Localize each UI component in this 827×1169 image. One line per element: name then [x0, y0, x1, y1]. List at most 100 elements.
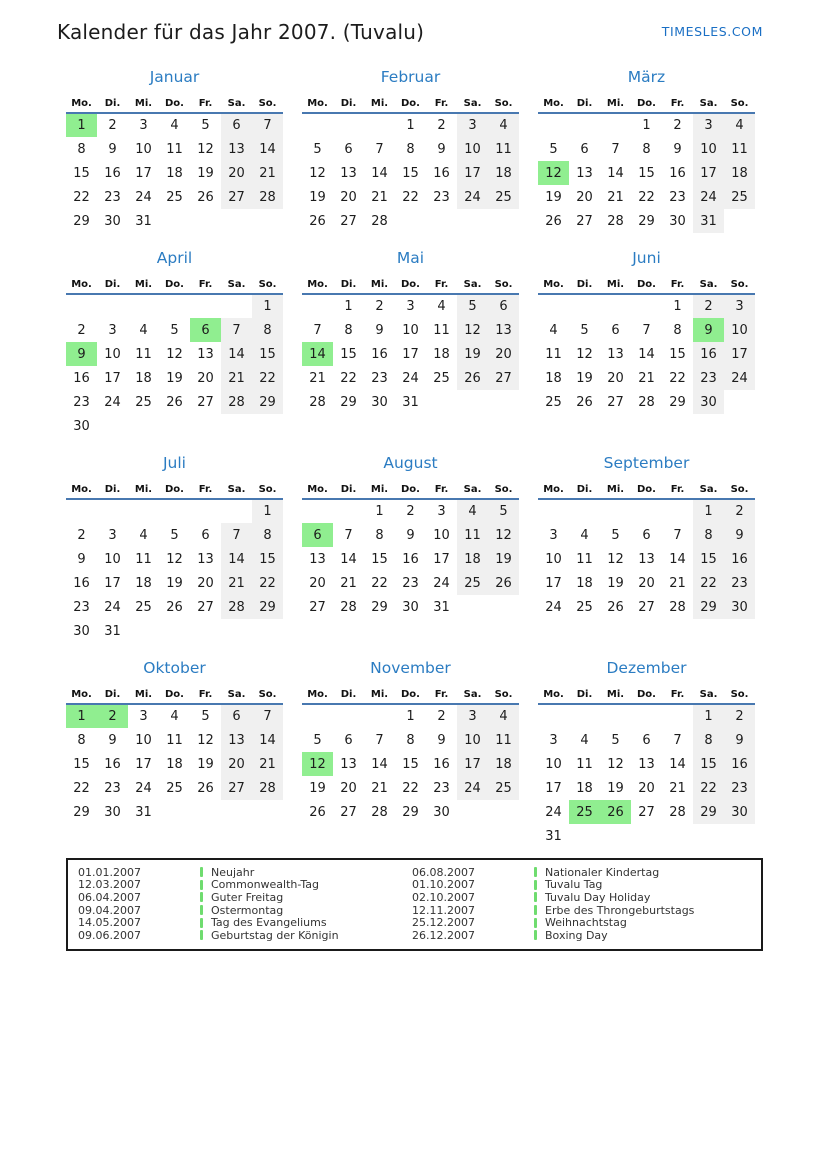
legend-item: 26.12.2007 Boxing Day — [406, 929, 757, 942]
day-cell — [128, 294, 159, 318]
week-row: 19 20 21 22 23 24 25 — [302, 185, 519, 209]
page-header: Kalender für das Jahr 2007. (Tuvalu) TIM… — [0, 0, 827, 44]
day-cell: 24 — [545, 599, 562, 615]
day-cell: 4 — [549, 322, 558, 338]
day-cell: 12 — [457, 318, 488, 342]
week-row: 26 27 28 29 30 — [302, 800, 519, 824]
day-cell: 22 — [402, 189, 419, 205]
weekday-label: Sa. — [693, 479, 724, 500]
weekday-label: Mo. — [302, 684, 333, 705]
day-cell: 29 — [73, 804, 90, 820]
day-cell: 3 — [406, 299, 415, 314]
legend-holiday-name: Neujahr — [211, 865, 255, 879]
weekday-label: Do. — [395, 684, 426, 705]
weekday-label: Mo. — [538, 479, 569, 500]
day-cell: 14 — [252, 137, 283, 161]
month-title: Februar — [380, 68, 441, 86]
day-cell: 1 — [406, 709, 415, 724]
day-cell: 6 — [221, 113, 252, 137]
day-cell: 20 — [197, 575, 214, 591]
month-dezember: Dezember Mo. Di. Mi. Do. Fr. Sa. So. 1 2 3 4 5 6 7 8 9 10… — [538, 659, 755, 848]
day-cell: 27 — [197, 599, 214, 615]
day-cell: 22 — [693, 571, 724, 595]
day-cell: 1 — [344, 299, 353, 314]
day-cell: 18 — [457, 547, 488, 571]
day-cell: 2 — [673, 118, 682, 133]
week-row: 16 17 18 19 20 21 22 — [66, 571, 283, 595]
weekday-label: Sa. — [693, 93, 724, 114]
weekday-label: Mo. — [66, 479, 97, 500]
week-row: 25 26 27 28 29 30 — [538, 390, 755, 414]
day-cell: 20 — [488, 342, 519, 366]
day-cell: 18 — [433, 346, 450, 362]
month-title: Dezember — [606, 659, 687, 677]
day-cell: 29 — [638, 213, 655, 229]
day-cell — [159, 619, 190, 643]
day-cell: 7 — [252, 704, 283, 728]
legend-date: 09.04.2007 — [78, 903, 141, 917]
week-row: 15 16 17 18 19 20 21 — [66, 161, 283, 185]
day-cell — [252, 209, 283, 233]
day-cell: 10 — [545, 756, 562, 772]
day-cell: 7 — [673, 527, 682, 543]
day-cell — [252, 619, 283, 643]
day-cell: 16 — [402, 551, 419, 567]
legend-item: 09.04.2007 Ostermontag — [72, 904, 406, 917]
day-cell: 14 — [221, 547, 252, 571]
weekday-label: Fr. — [662, 274, 693, 295]
day-cell: 11 — [166, 732, 183, 748]
day-cell: 25 — [545, 394, 562, 410]
holiday-marker-icon — [200, 879, 203, 890]
day-cell: 1 — [693, 499, 724, 523]
legend-holiday-name: Nationaler Kindertag — [545, 865, 660, 879]
day-cell: 1 — [252, 294, 283, 318]
day-cell — [569, 294, 600, 318]
day-cell: 20 — [340, 780, 357, 796]
weekday-label: Do. — [159, 684, 190, 705]
day-cell — [221, 209, 252, 233]
day-cell: 24 — [135, 189, 152, 205]
day-cell: 22 — [73, 189, 90, 205]
day-cell: 25 — [135, 599, 152, 615]
day-cell: 28 — [221, 390, 252, 414]
weekday-label: Mi. — [128, 274, 159, 295]
weekday-label: So. — [488, 479, 519, 500]
day-cell — [488, 800, 519, 824]
brand-link[interactable]: TIMESLES.COM — [661, 24, 763, 39]
day-cell: 15 — [73, 756, 90, 772]
day-cell: 4 — [580, 527, 589, 543]
month-table: Mo. Di. Mi. Do. Fr. Sa. So. 1 2 3 4 5 6 7 8 9 10 11 12 13 14… — [302, 274, 519, 414]
day-cell: 11 — [488, 137, 519, 161]
month-august: August Mo. Di. Mi. Do. Fr. Sa. So. 1 2 3 4 5 6 7 8 9 10 11… — [302, 454, 519, 619]
day-cell: 25 — [569, 800, 600, 824]
day-cell: 16 — [693, 342, 724, 366]
day-cell: 21 — [340, 575, 357, 591]
day-cell: 18 — [135, 370, 152, 386]
day-cell: 8 — [673, 322, 682, 338]
day-cell: 12 — [302, 752, 333, 776]
day-cell: 2 — [97, 704, 128, 728]
day-cell: 22 — [340, 370, 357, 386]
day-cell: 10 — [104, 346, 121, 362]
month-table: Mo. Di. Mi. Do. Fr. Sa. So. 1 2 3 4 5 6 7 8 9 10 11 12 13 14… — [302, 684, 519, 824]
day-cell: 7 — [673, 732, 682, 748]
day-cell: 8 — [344, 322, 353, 338]
day-cell: 30 — [669, 213, 686, 229]
day-cell — [600, 294, 631, 318]
day-cell: 28 — [371, 213, 388, 229]
day-cell — [221, 800, 252, 824]
legend-holiday-name: Geburtstag der Königin — [211, 928, 339, 942]
legend-item: 01.01.2007 Neujahr — [72, 866, 406, 879]
day-cell: 17 — [135, 165, 152, 181]
weekday-label: Di. — [333, 479, 364, 500]
day-cell — [569, 499, 600, 523]
day-cell: 15 — [693, 547, 724, 571]
week-row: 26 27 28 — [302, 209, 519, 233]
day-cell: 6 — [302, 523, 333, 547]
weekday-label: Di. — [333, 274, 364, 295]
weekday-label: Sa. — [693, 274, 724, 295]
day-cell — [128, 499, 159, 523]
